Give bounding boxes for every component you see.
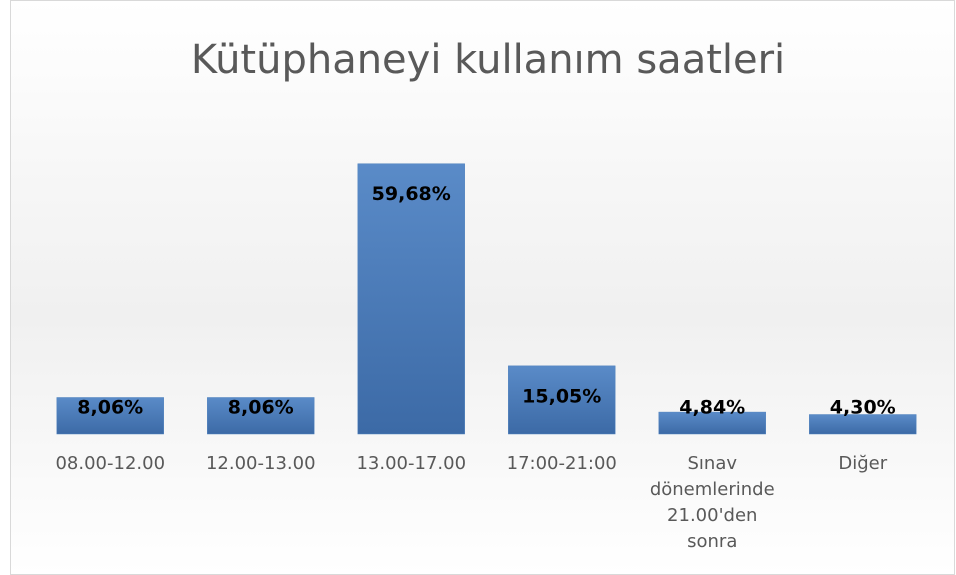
bar: [207, 397, 315, 435]
x-tick-label: Sınav dönemlerinde 21.00'den sonra: [649, 453, 775, 552]
bar: [658, 411, 766, 435]
chart-title: Kütüphaneyi kullanım saatleri: [191, 37, 785, 83]
data-label: 59,68%: [372, 183, 451, 205]
bar: [508, 365, 616, 435]
data-label: 15,05%: [522, 385, 601, 407]
data-label: 4,30%: [830, 397, 896, 419]
x-tick-label: 17:00-21:00: [506, 453, 617, 474]
x-tick-label: Diğer: [838, 453, 888, 474]
data-label: 8,06%: [77, 397, 143, 419]
bar: [56, 397, 164, 435]
x-tick-label: 08.00-12.00: [55, 453, 166, 474]
x-tick-label: 13.00-17.00: [356, 453, 467, 474]
bar: [809, 414, 917, 435]
data-label: 8,06%: [228, 397, 294, 419]
bar: [357, 163, 465, 435]
data-label: 4,84%: [679, 397, 745, 419]
chart-background: [10, 0, 955, 575]
x-tick-label: 12.00-13.00: [205, 453, 316, 474]
